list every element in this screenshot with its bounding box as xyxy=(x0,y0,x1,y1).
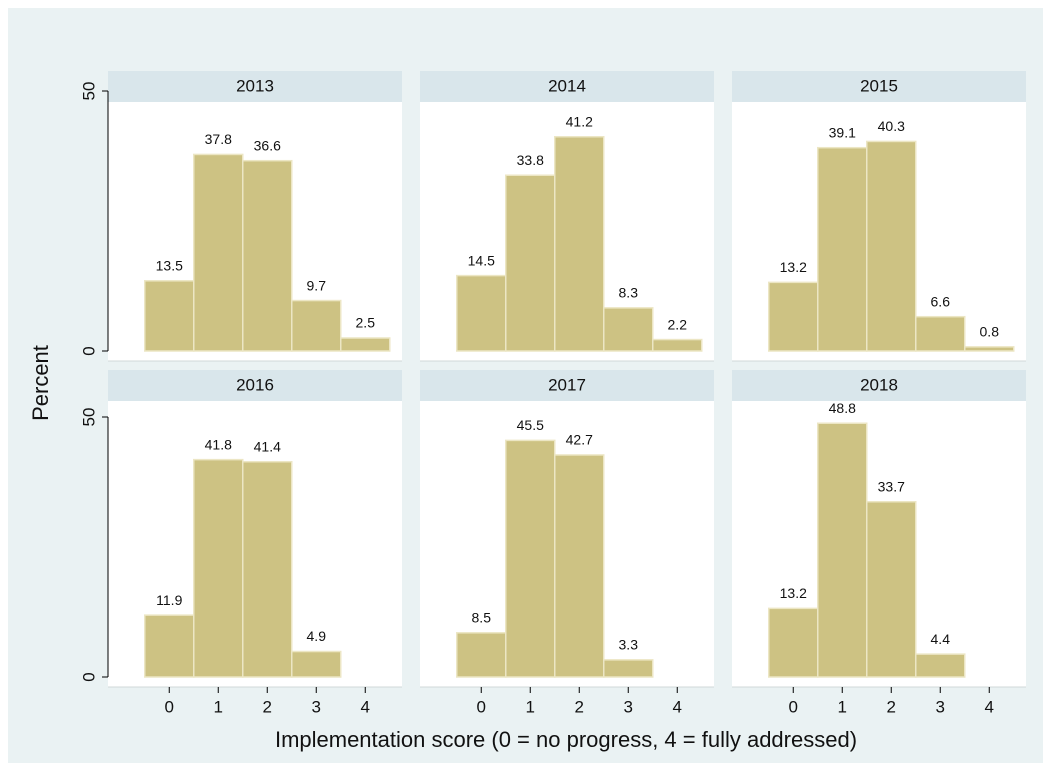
x-tick-label: 0 xyxy=(165,697,174,716)
bar xyxy=(144,614,195,678)
data-label: 8.3 xyxy=(619,285,639,301)
bar xyxy=(291,299,342,352)
x-tick-label: 4 xyxy=(361,697,370,716)
x-tick-label: 0 xyxy=(477,697,486,716)
x-tick-label: 2 xyxy=(575,697,584,716)
strip xyxy=(732,370,1026,401)
bar xyxy=(193,153,244,352)
bar xyxy=(915,315,966,352)
bar xyxy=(817,146,868,352)
x-tick-label: 1 xyxy=(526,697,535,716)
bar xyxy=(505,439,556,678)
bar xyxy=(603,659,654,678)
data-label: 41.2 xyxy=(566,113,593,129)
strip xyxy=(108,370,402,401)
data-label: 4.9 xyxy=(307,628,327,644)
strip xyxy=(420,370,714,401)
bar xyxy=(768,607,819,678)
panel-title: 2016 xyxy=(236,375,274,394)
x-axis-title: Implementation score (0 = no progress, 4… xyxy=(275,727,857,752)
strip xyxy=(732,71,1026,102)
y-axis-title: Percent xyxy=(28,345,53,421)
data-label: 48.8 xyxy=(829,400,856,416)
bar xyxy=(915,653,966,678)
y-tick-label: 0 xyxy=(79,346,98,355)
x-tick-label: 4 xyxy=(985,697,994,716)
data-label: 9.7 xyxy=(307,277,327,293)
data-label: 14.5 xyxy=(468,252,495,268)
data-label: 41.8 xyxy=(205,436,232,452)
panel-title: 2014 xyxy=(548,76,586,95)
data-label: 8.5 xyxy=(472,610,492,626)
x-tick-label: 1 xyxy=(214,697,223,716)
strip xyxy=(420,71,714,102)
data-label: 36.6 xyxy=(254,137,281,153)
data-label: 4.4 xyxy=(931,631,951,647)
bar xyxy=(193,458,244,678)
data-label: 13.2 xyxy=(780,259,807,275)
bar xyxy=(505,174,556,352)
strip xyxy=(108,71,402,102)
bar xyxy=(768,281,819,352)
data-label: 2.2 xyxy=(668,316,688,332)
data-label: 45.5 xyxy=(517,417,544,433)
bar xyxy=(456,274,507,352)
bar xyxy=(817,422,868,678)
data-label: 40.3 xyxy=(878,118,905,134)
x-tick-label: 2 xyxy=(887,697,896,716)
data-label: 11.9 xyxy=(156,592,182,608)
panel-title: 2013 xyxy=(236,76,274,95)
x-tick-label: 3 xyxy=(312,697,321,716)
data-label: 0.8 xyxy=(980,324,1000,340)
bar xyxy=(291,650,342,678)
panel-title: 2018 xyxy=(860,375,898,394)
data-label: 41.4 xyxy=(254,438,281,454)
data-label: 13.5 xyxy=(156,258,183,274)
data-label: 33.8 xyxy=(517,152,544,168)
bar xyxy=(964,346,1015,352)
bar xyxy=(652,338,703,352)
data-label: 3.3 xyxy=(619,637,639,653)
data-label: 13.2 xyxy=(780,585,807,601)
bar xyxy=(340,337,391,352)
y-tick-label: 50 xyxy=(79,408,98,427)
x-tick-label: 1 xyxy=(838,697,847,716)
bar xyxy=(603,307,654,352)
data-label: 33.7 xyxy=(878,478,905,494)
data-label: 37.8 xyxy=(205,131,232,147)
x-tick-label: 2 xyxy=(263,697,272,716)
bar xyxy=(554,136,605,352)
x-tick-label: 0 xyxy=(789,697,798,716)
x-tick-label: 4 xyxy=(673,697,682,716)
panel-title: 2015 xyxy=(860,76,898,95)
bar xyxy=(866,501,917,678)
panel-title: 2017 xyxy=(548,375,586,394)
data-label: 42.7 xyxy=(566,432,593,448)
data-label: 6.6 xyxy=(931,293,951,309)
x-tick-label: 3 xyxy=(936,697,945,716)
y-tick-label: 50 xyxy=(79,82,98,101)
data-label: 39.1 xyxy=(829,124,856,140)
bar xyxy=(242,460,293,678)
bar xyxy=(554,454,605,678)
bar xyxy=(242,159,293,352)
bar xyxy=(456,632,507,678)
x-tick-label: 3 xyxy=(624,697,633,716)
bar xyxy=(144,280,195,352)
data-label: 2.5 xyxy=(356,315,376,331)
y-tick-label: 0 xyxy=(79,672,98,681)
bar xyxy=(866,140,917,352)
